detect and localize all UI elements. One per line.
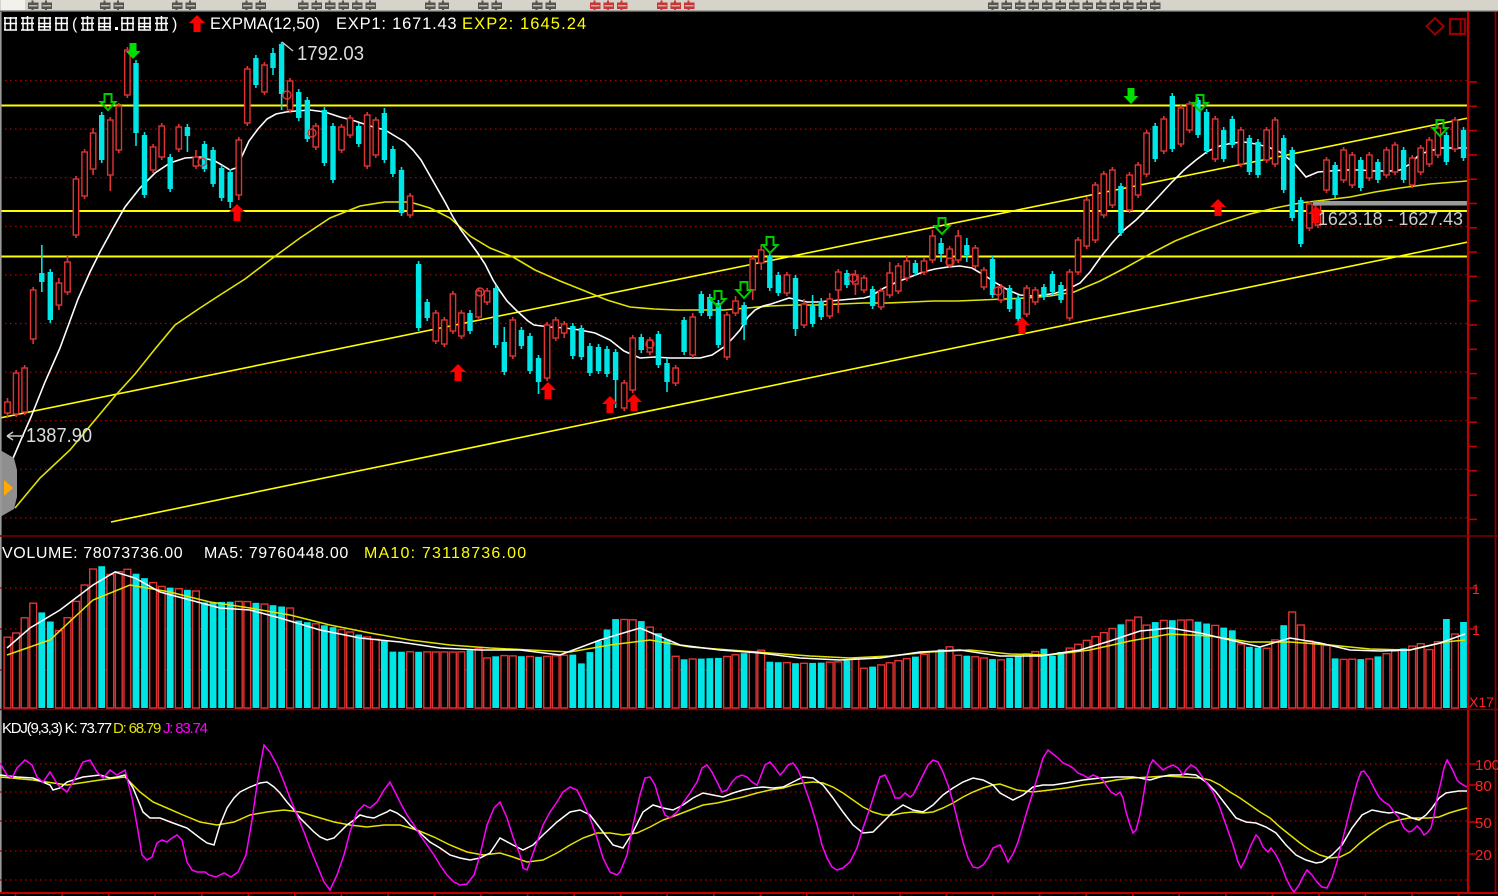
svg-text:MA5: 79760448.00: MA5: 79760448.00 <box>204 545 349 562</box>
svg-text:MA10: 73118736.00: MA10: 73118736.00 <box>364 545 527 562</box>
svg-text:KDJ(9,3,3) K: 73.77: KDJ(9,3,3) K: 73.77 <box>2 720 112 737</box>
svg-text:VOLUME: 78073736.00: VOLUME: 78073736.00 <box>2 545 183 562</box>
svg-text:1: 1 <box>1472 622 1480 638</box>
svg-text:1387.90: 1387.90 <box>26 425 92 447</box>
svg-text:20: 20 <box>1475 847 1492 864</box>
svg-text:1792.03: 1792.03 <box>297 43 364 65</box>
svg-text:1: 1 <box>1472 581 1480 597</box>
svg-text:EXPMA(12,50): EXPMA(12,50) <box>210 15 320 33</box>
svg-text:100: 100 <box>1475 757 1498 774</box>
svg-text:D: 68.79: D: 68.79 <box>113 720 161 737</box>
svg-text:EXP2: 1645.24: EXP2: 1645.24 <box>462 15 587 33</box>
svg-text:(: ( <box>72 16 78 33</box>
svg-text:1623.18 - 1627.43: 1623.18 - 1627.43 <box>1318 209 1463 229</box>
svg-text:): ) <box>172 16 177 33</box>
svg-text:80: 80 <box>1475 778 1492 795</box>
svg-text:EXP1: 1671.43: EXP1: 1671.43 <box>336 15 457 33</box>
svg-text:X17: X17 <box>1469 694 1494 710</box>
svg-text:50: 50 <box>1475 815 1492 832</box>
svg-text:J: 83.74: J: 83.74 <box>163 720 208 737</box>
